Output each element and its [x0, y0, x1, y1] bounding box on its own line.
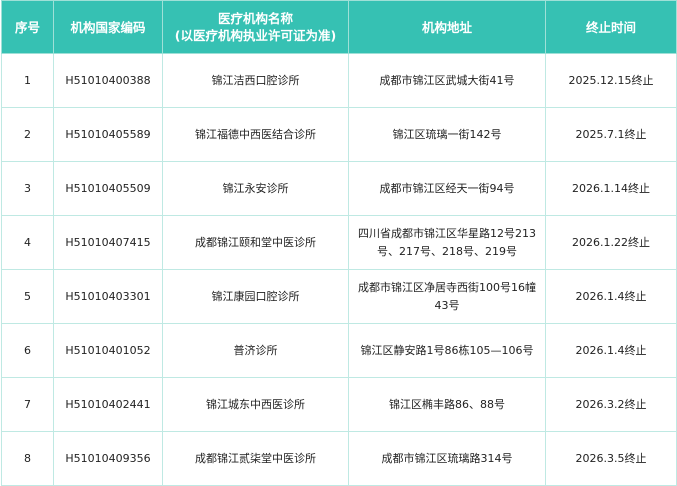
cell-address: 锦江区静安路1号86栋105—106号 — [348, 323, 546, 378]
cell-code: H51010405589 — [53, 107, 163, 162]
cell-end: 2026.1.4终止 — [545, 323, 677, 378]
cell-end: 2026.1.22终止 — [545, 215, 677, 270]
header-name-line2: (以医疗机构执业许可证为准) — [174, 28, 337, 43]
cell-code: H51010405509 — [53, 161, 163, 216]
cell-code: H51010407415 — [53, 215, 163, 270]
cell-name: 普济诊所 — [162, 323, 349, 378]
cell-index: 4 — [1, 215, 54, 270]
cell-code: H51010403301 — [53, 269, 163, 324]
cell-address: 成都市锦江区武城大街41号 — [348, 53, 546, 108]
cell-end: 2026.3.5终止 — [545, 431, 677, 486]
header-address: 机构地址 — [348, 0, 546, 54]
cell-index: 6 — [1, 323, 54, 378]
table-row: 4 H51010407415 成都锦江颐和堂中医诊所 四川省成都市锦江区华星路12号2… — [1, 215, 677, 270]
cell-name: 锦江永安诊所 — [162, 161, 349, 216]
cell-name: 锦江康园口腔诊所 — [162, 269, 349, 324]
table-row: 5 H51010403301 锦江康园口腔诊所 成都市锦江区净居寺西街100号16幢4… — [1, 269, 677, 324]
header-name: 医疗机构名称 (以医疗机构执业许可证为准) — [162, 0, 349, 54]
header-end: 终止时间 — [545, 0, 677, 54]
cell-index: 8 — [1, 431, 54, 486]
header-index: 序号 — [1, 0, 54, 54]
table-row: 8 H51010409356 成都锦江贰柒堂中医诊所 成都市锦江区琉璃路314号 202… — [1, 431, 677, 486]
cell-name: 成都锦江贰柒堂中医诊所 — [162, 431, 349, 486]
cell-end: 2025.12.15终止 — [545, 53, 677, 108]
cell-index: 2 — [1, 107, 54, 162]
cell-index: 5 — [1, 269, 54, 324]
cell-code: H51010400388 — [53, 53, 163, 108]
cell-address: 成都市锦江区经天一街94号 — [348, 161, 546, 216]
cell-address: 成都市锦江区琉璃路314号 — [348, 431, 546, 486]
cell-address: 四川省成都市锦江区华星路12号213号、217号、218号、219号 — [348, 215, 546, 270]
cell-address: 锦江区琉璃一街142号 — [348, 107, 546, 162]
header-code: 机构国家编码 — [53, 0, 163, 54]
table-row: 2 H51010405589 锦江福德中西医结合诊所 锦江区琉璃一街142号 2025.… — [1, 107, 677, 162]
cell-index: 3 — [1, 161, 54, 216]
cell-name: 锦江福德中西医结合诊所 — [162, 107, 349, 162]
cell-code: H51010402441 — [53, 377, 163, 432]
cell-name: 锦江城东中西医诊所 — [162, 377, 349, 432]
cell-code: H51010409356 — [53, 431, 163, 486]
header-name-line1: 医疗机构名称 — [217, 11, 293, 26]
cell-address: 成都市锦江区净居寺西街100号16幢43号 — [348, 269, 546, 324]
cell-index: 1 — [1, 53, 54, 108]
cell-end: 2026.1.14终止 — [545, 161, 677, 216]
cell-code: H51010401052 — [53, 323, 163, 378]
cell-end: 2026.3.2终止 — [545, 377, 677, 432]
cell-index: 7 — [1, 377, 54, 432]
table-row: 1 H51010400388 锦江洁西口腔诊所 成都市锦江区武城大街41号 2025.1… — [1, 53, 677, 108]
cell-name: 成都锦江颐和堂中医诊所 — [162, 215, 349, 270]
table-row: 7 H51010402441 锦江城东中西医诊所 锦江区椭丰路86、88号 2026.3… — [1, 377, 677, 432]
cell-name: 锦江洁西口腔诊所 — [162, 53, 349, 108]
table-row: 3 H51010405509 锦江永安诊所 成都市锦江区经天一街94号 2026.1.1… — [1, 161, 677, 216]
cell-end: 2026.1.4终止 — [545, 269, 677, 324]
cell-address: 锦江区椭丰路86、88号 — [348, 377, 546, 432]
table-row: 6 H51010401052 普济诊所 锦江区静安路1号86栋105—106号 2026… — [1, 323, 677, 378]
table-header: 序号 机构国家编码 医疗机构名称 (以医疗机构执业许可证为准) 机构地址 终止时间 — [1, 0, 677, 54]
cell-end: 2025.7.1终止 — [545, 107, 677, 162]
